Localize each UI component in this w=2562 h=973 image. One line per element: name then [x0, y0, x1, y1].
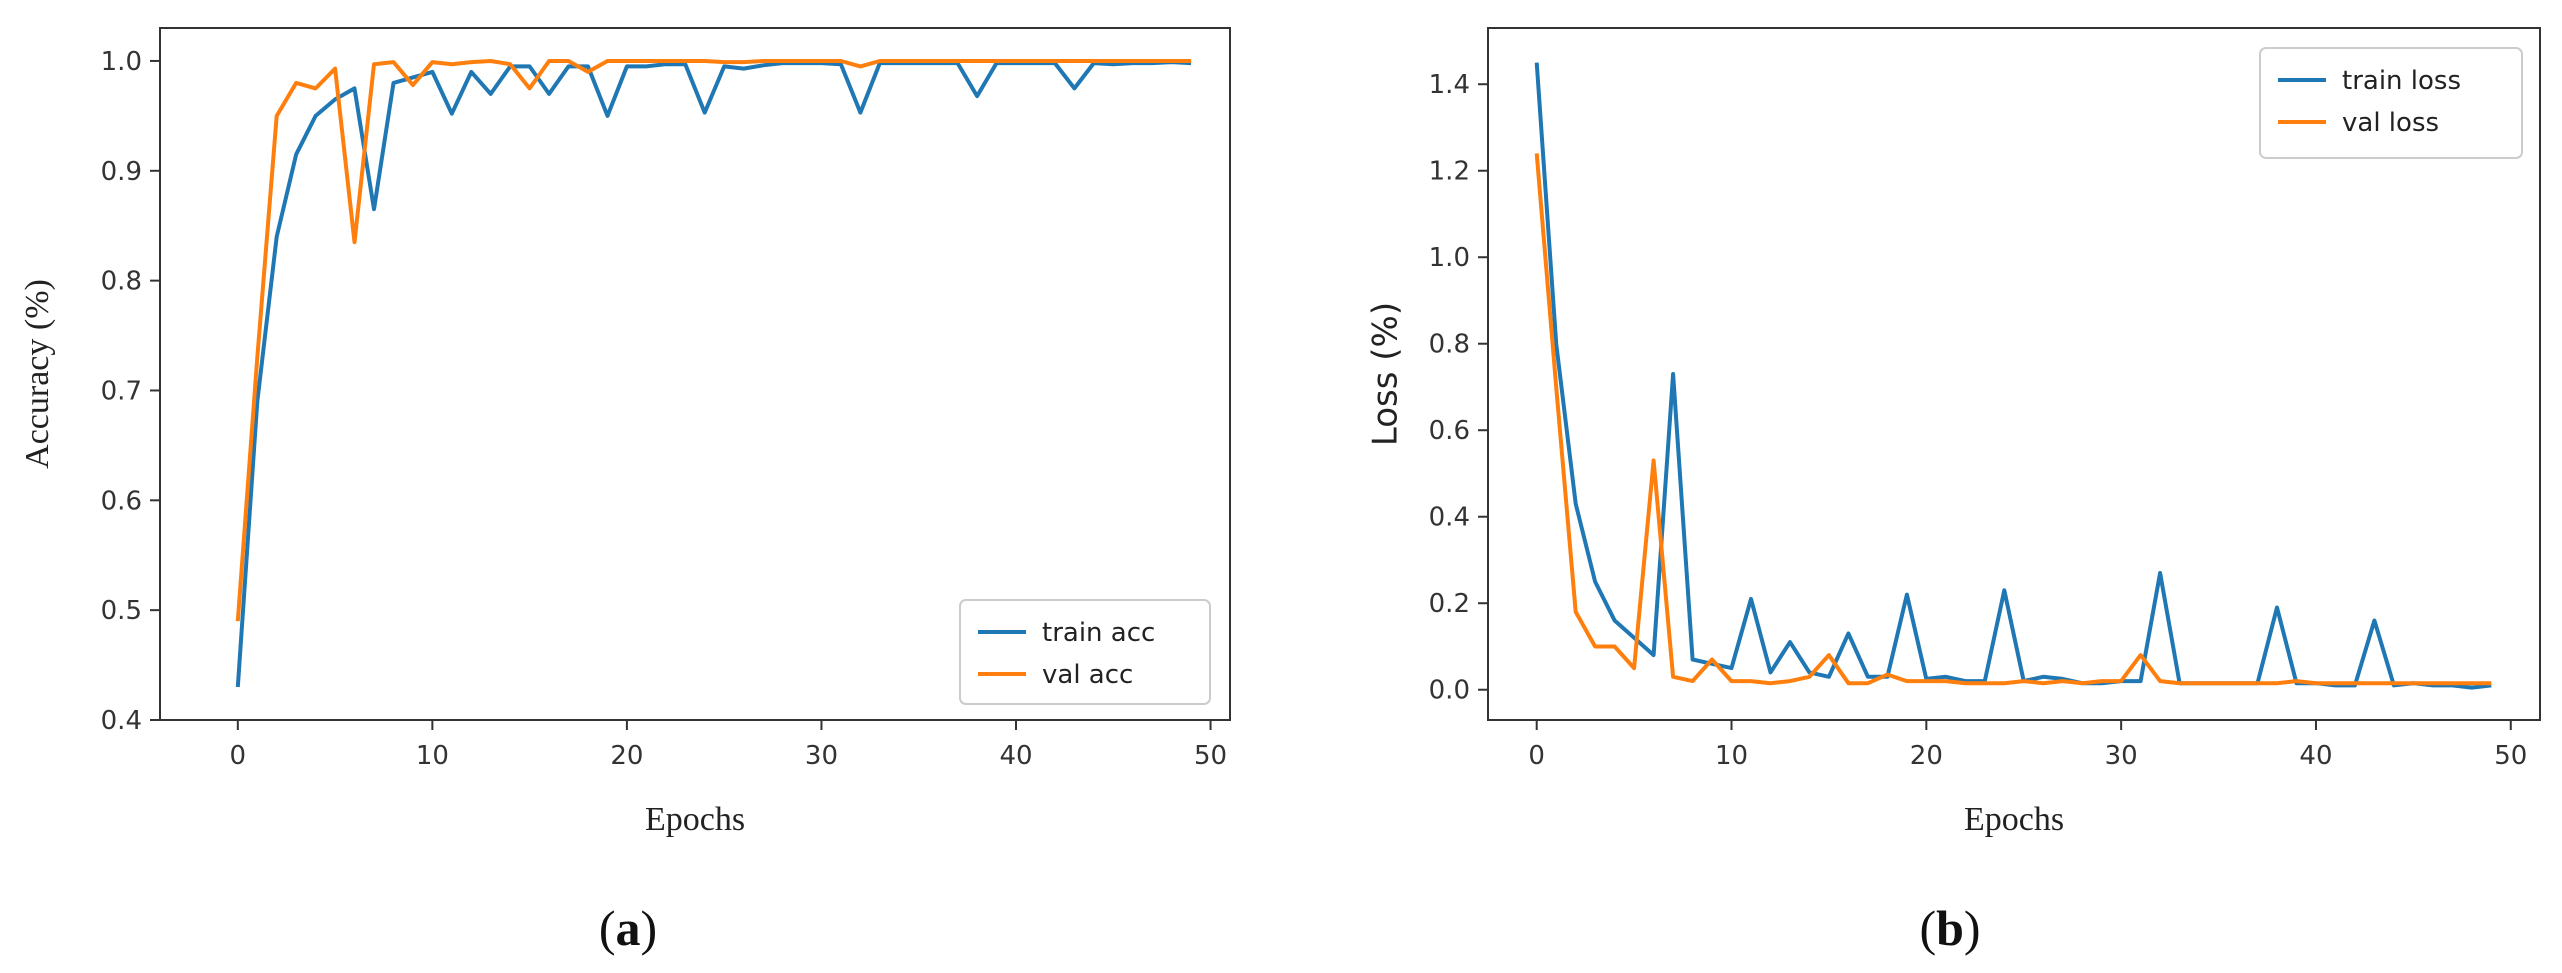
- panel-label-letter: a: [616, 900, 641, 956]
- y-axis-label: Accuracy (%): [19, 279, 56, 469]
- series-line-val-loss: [1534, 153, 2492, 686]
- y-tick-label: 0.5: [101, 596, 142, 626]
- panel-label: (b): [1919, 900, 1980, 956]
- y-tick-label: 0.2: [1429, 589, 1470, 619]
- x-tick-label: 50: [2494, 741, 2527, 771]
- y-tick-label: 0.8: [1429, 330, 1470, 360]
- y-axis: 0.4 0.5 0.6 0.7 0.8 0.9 1.0: [101, 47, 160, 736]
- panel-label-open: (: [1919, 900, 1936, 956]
- x-tick-label: 0: [1528, 741, 1545, 771]
- y-tick-label: 1.0: [101, 47, 142, 77]
- x-axis-label: Epochs: [645, 801, 745, 838]
- x-tick-label: 30: [805, 741, 838, 771]
- series-line-train-acc: [235, 60, 1192, 688]
- y-tick-label: 0.6: [1429, 416, 1470, 446]
- panel-label-open: (: [599, 900, 616, 956]
- legend-label: val loss: [2342, 108, 2439, 138]
- plot-frame: [159, 27, 1231, 721]
- x-tick-label: 20: [1910, 741, 1943, 771]
- x-tick-label: 40: [2299, 741, 2332, 771]
- y-tick-label: 1.0: [1429, 243, 1470, 273]
- plot-lines: [235, 59, 1192, 688]
- y-tick-label: 1.4: [1429, 70, 1470, 100]
- panel-label: (a): [599, 900, 657, 956]
- x-tick-label: 40: [999, 741, 1032, 771]
- x-tick-label: 10: [416, 741, 449, 771]
- plot-lines: [1534, 62, 2492, 690]
- y-tick-label: 0.9: [101, 157, 142, 187]
- legend-label: val acc: [1042, 660, 1133, 690]
- legend-label: train loss: [2342, 66, 2461, 96]
- x-tick-label: 30: [2105, 741, 2138, 771]
- x-tick-label: 20: [610, 741, 643, 771]
- panel-label-close: ): [1964, 900, 1981, 956]
- accuracy-chart: 0 10 20 30 40 50 0.4 0.5 0.6 0.7 0.8 0.9 1.0 Epochs…: [19, 27, 1231, 956]
- y-tick-label: 0.4: [101, 706, 142, 736]
- y-axis-label: Loss (%): [1366, 302, 1406, 446]
- legend-box: [2259, 47, 2523, 159]
- x-axis: 0 10 20 30 40 50: [1528, 720, 2527, 771]
- y-axis: 0.0 0.2 0.4 0.6 0.8 1.0 1.2 1.4: [1429, 70, 1488, 706]
- x-tick-label: 10: [1715, 741, 1748, 771]
- panel-label-close: ): [641, 900, 658, 956]
- y-tick-label: 0.7: [101, 376, 142, 406]
- x-tick-label: 50: [1194, 741, 1227, 771]
- legend: train loss val loss: [2259, 47, 2523, 159]
- legend: train acc val acc: [959, 599, 1211, 705]
- series-line-val-acc: [235, 59, 1192, 622]
- x-tick-label: 0: [230, 741, 247, 771]
- x-axis-label: Epochs: [1964, 801, 2064, 838]
- panel-label-letter: b: [1936, 900, 1964, 956]
- x-axis: 0 10 20 30 40 50: [230, 720, 1227, 771]
- legend-label: train acc: [1042, 618, 1155, 648]
- legend-box: [959, 599, 1211, 705]
- y-tick-label: 1.2: [1429, 157, 1470, 187]
- y-tick-label: 0.0: [1429, 676, 1470, 706]
- plot-frame: [1487, 27, 2541, 721]
- y-tick-label: 0.6: [101, 486, 142, 516]
- y-tick-label: 0.8: [101, 267, 142, 297]
- loss-chart: 0 10 20 30 40 50 0.0 0.2 0.4 0.6 0.8 1.0 1.2 1.4 Epo…: [1366, 27, 2541, 956]
- y-tick-label: 0.4: [1429, 503, 1470, 533]
